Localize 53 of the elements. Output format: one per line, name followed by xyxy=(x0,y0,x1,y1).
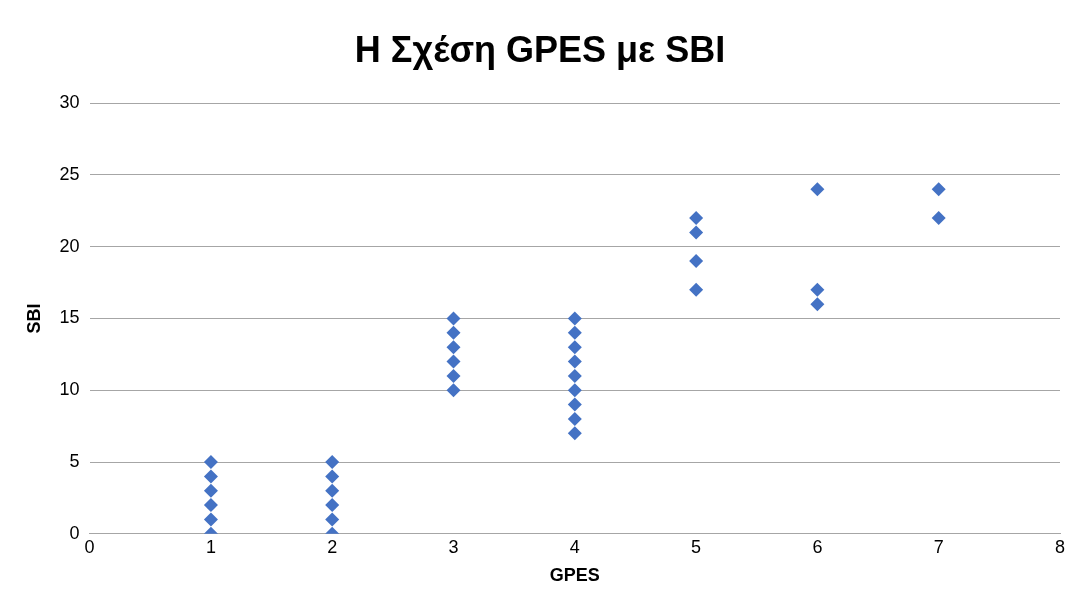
y-tick-label: 10 xyxy=(59,379,80,400)
x-tick-label: 1 xyxy=(205,536,216,557)
point xyxy=(203,469,218,484)
point xyxy=(567,368,582,383)
x-tick-label: 3 xyxy=(448,536,459,557)
point xyxy=(446,325,461,340)
point xyxy=(931,182,946,197)
x-tick-label: 4 xyxy=(569,536,580,557)
point xyxy=(689,282,704,297)
point xyxy=(203,498,218,513)
x-tick-label: 8 xyxy=(1054,536,1066,557)
point xyxy=(446,311,461,326)
point xyxy=(689,254,704,269)
point xyxy=(203,455,218,470)
y-tick-label: 5 xyxy=(69,451,80,471)
point xyxy=(446,383,461,398)
point xyxy=(325,455,340,470)
y-tick-label: 0 xyxy=(69,522,80,543)
y-tick-label: 20 xyxy=(59,235,80,256)
x-axis-title: GPES xyxy=(549,565,600,586)
point xyxy=(325,483,340,498)
x-tick-label: 7 xyxy=(933,536,944,557)
point xyxy=(567,383,582,398)
point xyxy=(810,297,825,312)
x-tick-label: 5 xyxy=(691,536,702,557)
point xyxy=(567,325,582,340)
point xyxy=(810,182,825,197)
chart-title: Η Σχέση GPES με SBI xyxy=(354,28,726,70)
point xyxy=(567,397,582,412)
point xyxy=(567,426,582,441)
point xyxy=(325,469,340,484)
y-tick-label: 30 xyxy=(59,92,80,113)
point xyxy=(689,225,704,240)
x-tick-label: 6 xyxy=(812,536,823,557)
point xyxy=(567,411,582,426)
point xyxy=(446,354,461,369)
point xyxy=(810,282,825,297)
point xyxy=(203,483,218,498)
point xyxy=(203,512,218,527)
y-tick-label: 25 xyxy=(59,163,80,184)
point xyxy=(689,211,704,226)
x-tick-label: 0 xyxy=(84,536,95,557)
y-tick-label: 15 xyxy=(59,307,80,328)
point xyxy=(567,340,582,355)
point xyxy=(325,498,340,513)
point xyxy=(446,340,461,355)
point xyxy=(325,512,340,527)
point xyxy=(567,354,582,369)
x-tick-label: 2 xyxy=(327,536,338,557)
point xyxy=(567,311,582,326)
y-axis-title: SBI xyxy=(23,303,44,334)
point xyxy=(446,368,461,383)
point xyxy=(931,211,946,226)
